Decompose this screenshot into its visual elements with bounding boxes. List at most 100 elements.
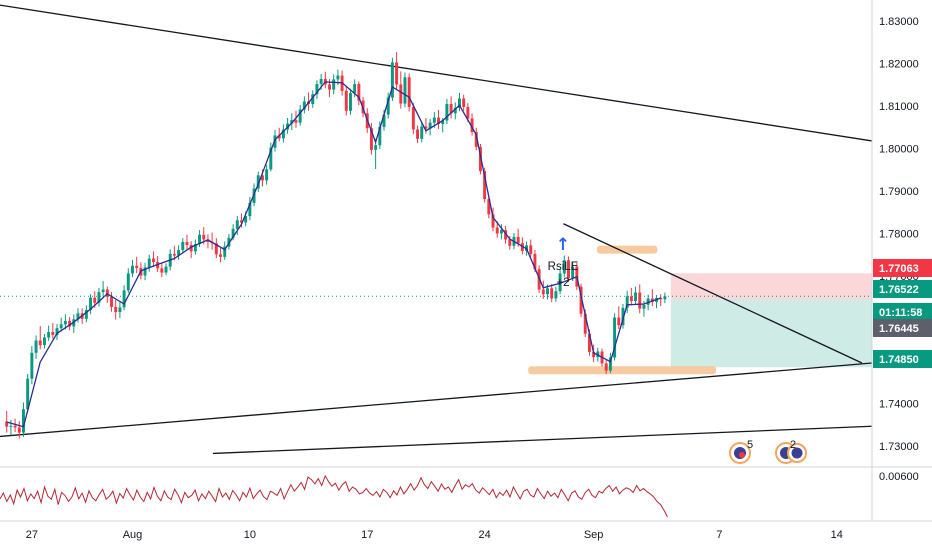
candle[interactable] <box>529 239 533 257</box>
candle[interactable] <box>579 283 583 318</box>
candle[interactable] <box>248 196 252 221</box>
candle[interactable] <box>269 142 273 172</box>
candle[interactable] <box>558 268 562 295</box>
candle[interactable] <box>399 71 403 109</box>
candle[interactable] <box>453 102 457 120</box>
event-badge-2[interactable]: 2 <box>775 439 807 464</box>
candle[interactable] <box>634 286 638 305</box>
candle[interactable] <box>30 346 34 385</box>
candle[interactable] <box>650 289 654 307</box>
price-axis[interactable]: 1.83000 1.82000 1.81000 1.80000 1.79000 1.780… <box>879 16 919 483</box>
candle[interactable] <box>449 96 453 119</box>
candle[interactable] <box>160 263 164 278</box>
candle[interactable] <box>55 323 59 341</box>
candle[interactable] <box>550 284 554 303</box>
candle[interactable] <box>118 301 122 318</box>
candle[interactable] <box>478 143 482 175</box>
candle[interactable] <box>34 335 38 359</box>
candle[interactable] <box>84 305 88 323</box>
candle[interactable] <box>604 360 608 375</box>
candle[interactable] <box>357 81 361 106</box>
candle[interactable] <box>311 90 315 108</box>
trendline[interactable] <box>0 362 873 438</box>
candle[interactable] <box>122 285 126 311</box>
candle[interactable] <box>395 52 399 90</box>
candle[interactable] <box>470 113 474 136</box>
candle[interactable] <box>420 121 424 143</box>
candle[interactable] <box>42 334 46 349</box>
candle[interactable] <box>315 80 319 99</box>
candle[interactable] <box>265 164 269 185</box>
candle[interactable] <box>47 325 51 341</box>
candle[interactable] <box>445 98 449 124</box>
highlight-zone[interactable] <box>596 245 658 254</box>
candle[interactable] <box>567 256 570 282</box>
stop-loss-zone[interactable] <box>670 273 872 300</box>
candle[interactable] <box>416 125 420 144</box>
candle[interactable] <box>495 221 499 238</box>
price-tag[interactable]: 1.77063 <box>873 259 932 277</box>
candle[interactable] <box>302 96 306 114</box>
signal-annotation[interactable]: ↑ RsiLE +2 <box>548 235 579 289</box>
candle[interactable] <box>462 94 466 111</box>
candle[interactable] <box>491 207 495 232</box>
highlight-zone[interactable] <box>528 366 717 375</box>
candle[interactable] <box>147 254 151 272</box>
candle[interactable] <box>17 421 21 439</box>
candle[interactable] <box>638 284 642 314</box>
candle[interactable] <box>143 262 147 281</box>
candle[interactable] <box>214 238 218 259</box>
candle[interactable] <box>256 171 260 192</box>
main-pane[interactable] <box>0 0 872 467</box>
candle[interactable] <box>294 110 298 128</box>
candle[interactable] <box>554 286 558 302</box>
price-tag[interactable]: 1.74850 <box>873 350 932 368</box>
candle[interactable] <box>608 352 612 374</box>
candle[interactable] <box>613 313 617 361</box>
candle[interactable] <box>63 314 67 330</box>
price-tag[interactable]: 1.76522 <box>873 280 932 298</box>
candle[interactable] <box>26 374 30 413</box>
candle[interactable] <box>185 234 189 251</box>
candle[interactable] <box>97 287 101 307</box>
candle[interactable] <box>344 86 348 116</box>
candle[interactable] <box>219 247 222 263</box>
trendline[interactable] <box>563 223 863 364</box>
candle[interactable] <box>198 230 202 248</box>
candle[interactable] <box>235 216 239 236</box>
candle[interactable] <box>177 245 181 260</box>
candle[interactable] <box>298 104 302 126</box>
candle[interactable] <box>621 303 625 329</box>
candle[interactable] <box>181 238 185 253</box>
candle[interactable] <box>110 292 113 312</box>
event-badge-1[interactable]: 5 <box>729 439 753 464</box>
candle[interactable] <box>68 317 72 331</box>
candle[interactable] <box>403 72 407 108</box>
candle[interactable] <box>290 113 294 130</box>
candle[interactable] <box>332 74 336 95</box>
candle[interactable] <box>76 308 80 323</box>
candle[interactable] <box>151 251 155 268</box>
take-profit-zone[interactable] <box>670 299 872 368</box>
candle[interactable] <box>22 402 25 437</box>
trendline[interactable] <box>212 425 873 455</box>
candle[interactable] <box>135 256 139 273</box>
candle[interactable] <box>617 306 621 330</box>
candle[interactable] <box>223 241 227 260</box>
candle[interactable] <box>101 281 105 299</box>
candle[interactable] <box>437 109 440 130</box>
candle[interactable] <box>386 92 390 119</box>
candle[interactable] <box>625 290 629 313</box>
candle[interactable] <box>114 299 118 320</box>
candle[interactable] <box>126 268 130 293</box>
candle[interactable] <box>277 127 281 142</box>
candle[interactable] <box>193 239 197 255</box>
time-axis[interactable]: 27 Aug 10 17 24 Sep 7 14 <box>26 529 843 541</box>
candle[interactable] <box>59 317 63 332</box>
candle[interactable] <box>38 326 42 350</box>
candle[interactable] <box>9 419 13 436</box>
price-tag[interactable]: 01:11:58 <box>873 303 932 321</box>
candle[interactable] <box>369 123 373 155</box>
candle[interactable] <box>629 287 633 306</box>
candle[interactable] <box>562 255 566 278</box>
